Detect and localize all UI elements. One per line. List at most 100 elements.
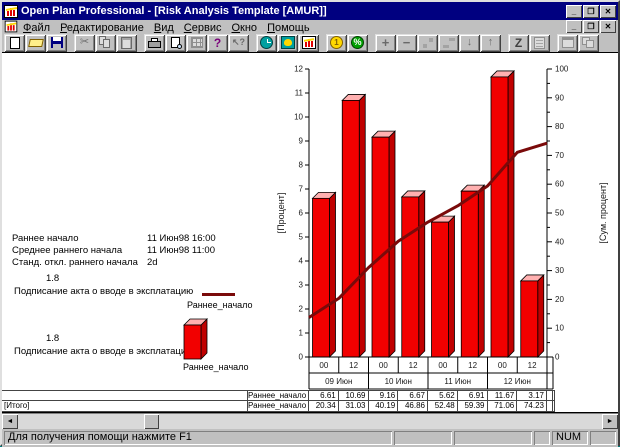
print-preview-button[interactable] [165,33,186,52]
value-cell: 74.23 [517,401,547,411]
svg-text:11 Июн: 11 Июн [444,377,471,386]
legend-line-swatch [202,293,235,296]
cascade-windows-button [578,33,599,52]
copy-button [95,33,116,52]
restore-button[interactable]: ❐ [583,4,599,18]
legend-activity-code: 1.8 [46,333,60,344]
status-message: Для получения помощи нажмите F1 [4,431,392,445]
title-bar: Open Plan Professional - [Risk Analysis … [2,2,618,20]
plus-icon: + [381,35,390,50]
svg-text:[Сум. процент]: [Сум. процент] [598,182,608,243]
svg-text:12: 12 [349,361,358,370]
series-label: Раннее_начало [248,401,309,411]
value-cell: 5.62 [428,391,458,400]
sort-z-button[interactable]: Z [508,33,529,52]
open-folder-button[interactable] [25,33,46,52]
risk-chart: 01234567891011120102030405060708090100[П… [276,65,608,390]
child-restore-button[interactable]: ❐ [583,20,599,33]
help-button[interactable]: ? [207,33,228,52]
stat-value: 2d [147,257,158,268]
value-cell: 11.67 [488,391,518,400]
series-label: Раннее_начало [248,391,309,400]
value-cell: 59.39 [458,401,488,411]
minus-button: − [396,33,417,52]
clock-button[interactable] [256,33,277,52]
svg-text:20: 20 [555,295,564,304]
link-steps-button [438,33,459,52]
menu-item-1[interactable]: Файл [23,21,51,34]
minimize-button[interactable]: _ [566,4,582,18]
svg-text:10: 10 [555,324,564,333]
close-button[interactable]: ✕ [600,4,616,18]
menu-item-2[interactable]: Редактирование [60,21,144,34]
svg-text:0: 0 [555,353,560,362]
svg-text:00: 00 [319,361,328,370]
svg-text:60: 60 [555,180,564,189]
scrollbar-thumb[interactable] [144,414,159,429]
minus-icon: − [402,35,411,50]
save-icon [50,37,63,48]
svg-text:10: 10 [294,113,303,122]
paste-button [116,33,137,52]
help-icon: ? [213,35,222,50]
legend-activity-name: Подписание акта о вводе в эксплатацию [14,286,194,297]
coin-button[interactable]: 1 [326,33,347,52]
arrow-up-button: ↑ [480,33,501,52]
histogram-icon [301,36,316,49]
tile-windows-icon [561,37,574,48]
svg-text:09 Июн: 09 Июн [325,377,352,386]
svg-text:1: 1 [299,329,304,338]
new-document-button[interactable] [4,33,25,52]
svg-text:90: 90 [555,93,564,102]
scroll-left-arrow-icon[interactable]: ◄ [2,414,18,429]
child-close-button[interactable]: ✕ [600,20,616,33]
svg-text:12: 12 [294,65,303,74]
percent-button[interactable]: % [347,33,368,52]
horizontal-scrollbar[interactable]: ◄ ► [2,413,618,429]
chart-view: Раннее начало 11 Июн98 16:00 Среднее ранн… [2,53,618,413]
value-cell: 6.91 [458,391,488,400]
svg-text:10 Июн: 10 Июн [385,377,412,386]
menu-item-4[interactable]: Сервис [183,21,222,34]
new-document-icon [9,36,20,49]
copy-icon [99,36,112,49]
data-table: Раннее_начало 6.61 10.69 9.16 6.67 5.62 6.91 11… [2,390,555,412]
table-edge [553,391,555,400]
paste-icon [121,36,132,49]
value-cell: 6.61 [309,391,339,400]
svg-text:00: 00 [379,361,388,370]
duck-button[interactable] [277,33,298,52]
link-dots-button [417,33,438,52]
save-button[interactable] [46,33,67,52]
value-cell: 3.17 [517,391,547,400]
svg-text:8: 8 [299,161,304,170]
value-cell: 6.67 [398,391,428,400]
insert-table-icon [190,37,203,48]
value-cell: 9.16 [369,391,399,400]
print-button[interactable] [144,33,165,52]
histogram-button[interactable] [298,33,319,52]
svg-text:3: 3 [299,281,304,290]
menu-item-6[interactable]: Помощь [267,21,310,34]
svg-text:12: 12 [409,361,418,370]
link-dots-icon [422,37,434,48]
child-window-icon[interactable] [4,20,18,33]
window-title: Open Plan Professional - [Risk Analysis … [21,5,327,17]
svg-text:50: 50 [555,209,564,218]
value-cell: 71.06 [488,401,518,411]
plus-button: + [375,33,396,52]
value-cell: 20.34 [309,401,339,411]
sliver-cell [547,401,553,411]
svg-text:6: 6 [299,209,304,218]
menu-item-3[interactable]: Вид [153,21,174,34]
stats-block: Раннее начало 11 Июн98 16:00 Среднее ранн… [12,233,216,269]
legend-activity-name: Подписание акта о вводе в эксплатацию [14,346,194,357]
notes-icon [534,36,545,49]
child-minimize-button[interactable]: _ [566,20,582,33]
arrow-down-icon: ↓ [466,36,473,48]
menu-item-5[interactable]: Окно [231,21,258,34]
cascade-windows-icon [582,36,595,49]
scroll-right-arrow-icon[interactable]: ► [602,414,618,429]
status-panel [534,431,550,445]
